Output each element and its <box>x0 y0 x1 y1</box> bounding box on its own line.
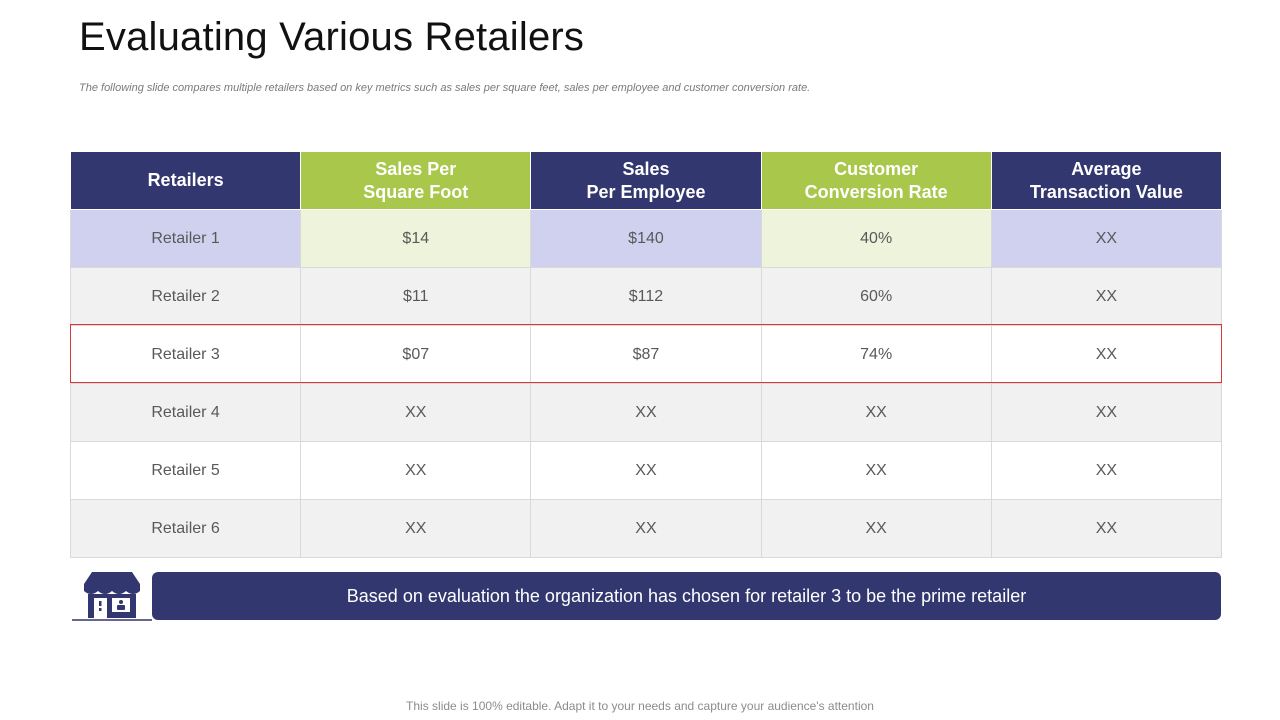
header-retailers: Retailers <box>69 151 302 210</box>
retailer-comparison-table: Retailers Sales Per Square Foot Sales Pe… <box>69 151 1223 558</box>
table-cell: XX <box>530 383 762 442</box>
header-sales-per-square-foot: Sales Per Square Foot <box>300 151 532 210</box>
table-cell: $07 <box>300 325 532 384</box>
table-cell: $140 <box>530 209 762 268</box>
table-cell: XX <box>990 209 1223 268</box>
table-cell: XX <box>990 499 1223 558</box>
table-cell: Retailer 6 <box>69 499 302 558</box>
table-cell: XX <box>760 499 992 558</box>
conclusion-banner: Based on evaluation the organization has… <box>152 572 1221 620</box>
table-row-retailer-3: Retailer 3 $07 $87 74% XX <box>69 325 1223 384</box>
table-cell: XX <box>530 499 762 558</box>
slide-title: Evaluating Various Retailers <box>79 15 585 59</box>
table-cell: XX <box>300 383 532 442</box>
table-cell: Retailer 5 <box>69 441 302 500</box>
header-line: Square Foot <box>363 181 469 202</box>
table-row-retailer-6: Retailer 6 XX XX XX XX <box>69 499 1223 558</box>
table-cell: 74% <box>760 325 992 384</box>
table-cell: XX <box>990 383 1223 442</box>
table-row-retailer-5: Retailer 5 XX XX XX XX <box>69 441 1223 500</box>
header-line: Customer <box>834 158 919 179</box>
table-cell: XX <box>990 267 1223 326</box>
table-cell: XX <box>990 325 1223 384</box>
table-cell: XX <box>300 499 532 558</box>
footer-note: This slide is 100% editable. Adapt it to… <box>406 699 874 713</box>
header-sales-per-employee: Sales Per Employee <box>530 151 762 210</box>
table-cell: XX <box>300 441 532 500</box>
header-line: Sales <box>622 158 670 179</box>
table-cell: $87 <box>530 325 762 384</box>
table-cell: XX <box>760 441 992 500</box>
table-cell: XX <box>530 441 762 500</box>
table-cell: XX <box>990 441 1223 500</box>
store-icon <box>72 570 152 622</box>
table-cell: XX <box>760 383 992 442</box>
header-line: Per Employee <box>586 181 706 202</box>
table-cell: 40% <box>760 209 992 268</box>
header-customer-conversion-rate: Customer Conversion Rate <box>760 151 992 210</box>
table-cell: Retailer 3 <box>69 325 302 384</box>
table-row-retailer-1: Retailer 1 $14 $140 40% XX <box>69 209 1223 268</box>
table-cell: Retailer 1 <box>69 209 302 268</box>
header-retailers-line-1: Retailers <box>147 170 224 190</box>
table-cell: $112 <box>530 267 762 326</box>
table-cell: $11 <box>300 267 532 326</box>
table-row-retailer-4: Retailer 4 XX XX XX XX <box>69 383 1223 442</box>
header-line: Conversion Rate <box>804 181 948 202</box>
header-line: Transaction Value <box>1029 181 1183 202</box>
header-line: Average <box>1071 158 1142 179</box>
header-average-transaction-value: Average Transaction Value <box>990 151 1223 210</box>
slide-subtitle: The following slide compares multiple re… <box>79 82 811 94</box>
table-cell: Retailer 4 <box>69 383 302 442</box>
table-header-row: Retailers Sales Per Square Foot Sales Pe… <box>69 151 1223 210</box>
table-row-retailer-2: Retailer 2 $11 $112 60% XX <box>69 267 1223 326</box>
table-cell: Retailer 2 <box>69 267 302 326</box>
table-cell: 60% <box>760 267 992 326</box>
table-cell: $14 <box>300 209 532 268</box>
conclusion-text: Based on evaluation the organization has… <box>346 585 1027 606</box>
header-line: Sales Per <box>375 158 457 179</box>
